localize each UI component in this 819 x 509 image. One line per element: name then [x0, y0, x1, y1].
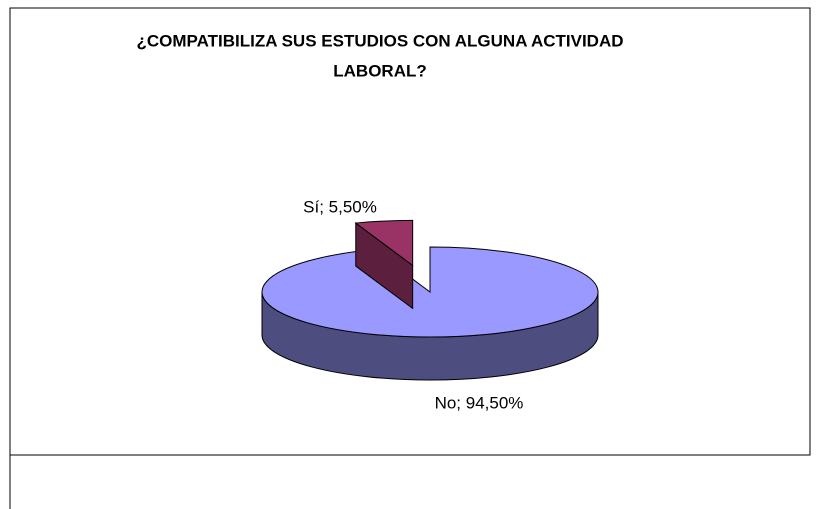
chart-title: ¿COMPATIBILIZA SUS ESTUDIOS CON ALGUNA A…	[136, 31, 623, 50]
data-label: Sí; 5,50%	[303, 197, 377, 216]
data-label: No; 94,50%	[435, 393, 524, 412]
slice	[354, 219, 414, 267]
chart-title: LABORAL?	[333, 61, 426, 80]
slice	[261, 246, 599, 338]
